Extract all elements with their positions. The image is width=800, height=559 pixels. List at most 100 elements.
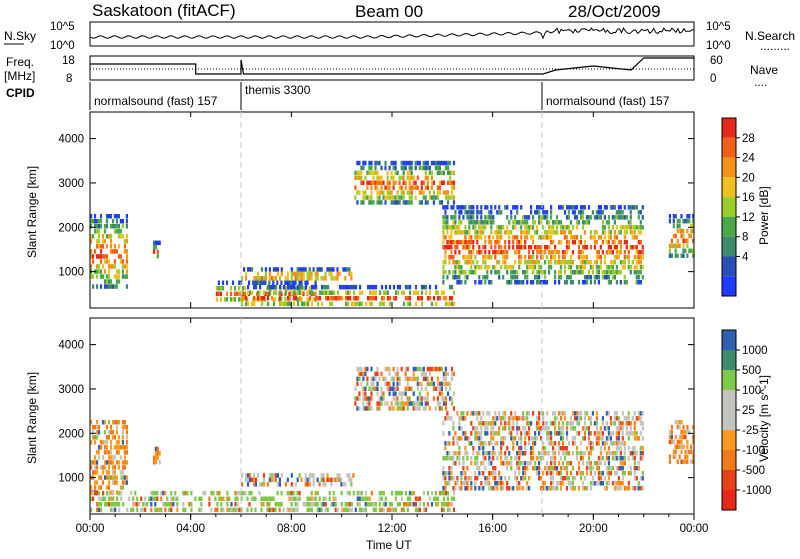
echo-cell (298, 280, 301, 285)
echo-cell (550, 265, 553, 270)
echo-cell (442, 245, 445, 250)
echo-cell (113, 475, 116, 480)
echo-cell (452, 160, 456, 166)
echo-cell (538, 280, 541, 285)
echo-cell (605, 220, 608, 225)
echo-cell (462, 461, 465, 466)
echo-cell (637, 250, 640, 255)
echo-cell (166, 502, 169, 507)
echo-cell (554, 255, 557, 260)
echo-cell (341, 284, 344, 290)
echo-cell (609, 451, 612, 456)
echo-cell (97, 254, 101, 259)
echo-cell (627, 220, 630, 225)
echo-cell (607, 481, 610, 486)
echo-cell (512, 240, 515, 245)
echo-cell (526, 421, 529, 426)
echo-cell (398, 490, 401, 496)
echo-cell (420, 290, 424, 295)
echo-cell (92, 435, 95, 440)
echo-cell (528, 486, 531, 491)
echo-cell (593, 471, 596, 476)
echo-cell (571, 486, 575, 491)
echo-cell (591, 411, 594, 416)
echo-cell (603, 461, 606, 466)
echo-cell (432, 190, 435, 195)
echo-cell (117, 435, 120, 440)
echo-cell (518, 260, 521, 265)
echo-cell (500, 416, 503, 421)
echo-cell (502, 250, 505, 255)
echo-cell (561, 255, 565, 260)
colorbar-swatch (722, 470, 736, 490)
echo-cell (456, 265, 459, 270)
echo-cell (218, 496, 221, 501)
echo-cell (119, 445, 122, 450)
echo-cell (589, 431, 592, 436)
echo-cell (302, 276, 305, 281)
echo-cell (105, 234, 109, 239)
echo-cell (633, 235, 636, 240)
time-tick-label: 00:00 (680, 523, 709, 535)
echo-cell (633, 421, 636, 426)
echo-cell (106, 490, 109, 496)
echo-cell (315, 284, 318, 290)
echo-cell (454, 451, 457, 456)
echo-cell (452, 426, 455, 431)
echo-cell (356, 490, 359, 496)
echo-cell (506, 265, 509, 270)
echo-cell (386, 366, 389, 372)
echo-cell (456, 275, 459, 280)
echo-cell (633, 446, 636, 451)
echo-cell (442, 456, 445, 461)
echo-cell (311, 284, 314, 290)
echo-cell (414, 160, 417, 166)
echo-cell (450, 496, 454, 501)
echo-cell (408, 195, 411, 200)
echo-cell (597, 205, 600, 210)
echo-cell (567, 481, 571, 486)
echo-cell (587, 220, 591, 225)
echo-cell (291, 284, 294, 290)
echo-cell (123, 480, 126, 485)
echo-cell (674, 253, 677, 258)
echo-cell (510, 466, 513, 471)
echo-cell (492, 471, 495, 476)
echo-cell (544, 481, 547, 486)
echo-cell (635, 431, 638, 436)
echo-cell (563, 255, 567, 260)
echo-cell (359, 301, 362, 307)
echo-cell (504, 245, 507, 250)
echo-cell (150, 507, 153, 513)
echo-cell (552, 230, 555, 235)
echo-cell (241, 482, 244, 487)
echo-cell (625, 416, 628, 421)
echo-cell (400, 366, 403, 372)
echo-cell (115, 229, 118, 234)
echo-cell (94, 249, 97, 254)
echo-cell (641, 451, 644, 456)
echo-cell (294, 291, 297, 297)
echo-cell (121, 470, 124, 475)
echo-cell (254, 280, 257, 285)
echo-cell (100, 496, 103, 501)
echo-cell (498, 416, 501, 421)
echo-cell (456, 280, 459, 285)
echo-cell (601, 210, 604, 215)
echo-cell (490, 451, 493, 456)
echo-cell (458, 220, 461, 225)
echo-cell (297, 301, 300, 307)
echo-cell (460, 486, 463, 491)
echo-cell (412, 406, 415, 411)
echo-cell (355, 301, 358, 307)
echo-cell (121, 460, 124, 465)
echo-cell (631, 456, 634, 461)
freq-left-tick-bottom: 8 (66, 73, 72, 85)
echo-cell (552, 486, 555, 491)
echo-cell (674, 243, 677, 249)
echo-cell (406, 396, 409, 401)
echo-cell (639, 230, 642, 235)
echo-cell (623, 416, 626, 421)
echo-cell (121, 425, 124, 430)
echo-cell (103, 460, 107, 465)
